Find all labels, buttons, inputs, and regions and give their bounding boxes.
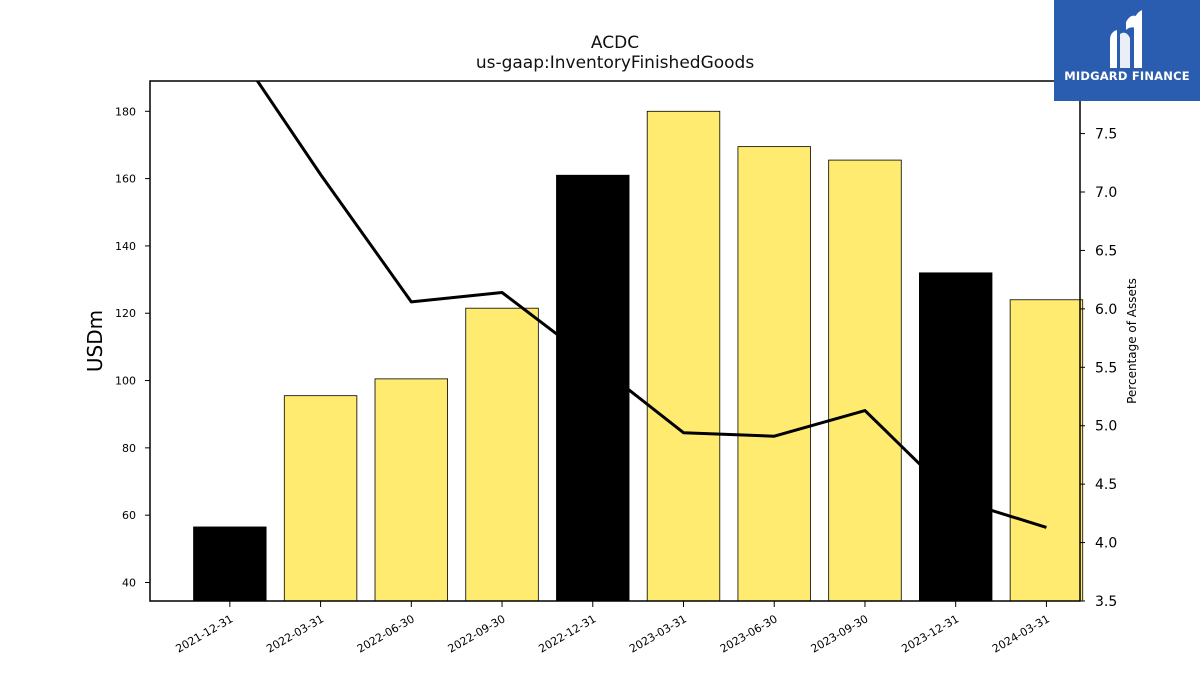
x-tick-label: 2023-06-30 (718, 612, 780, 655)
y-tick-label: 180 (115, 105, 136, 118)
y2-tick-label: 7.0 (1095, 185, 1117, 201)
x-tick-label: 2023-12-31 (899, 612, 961, 655)
bar (646, 110, 721, 602)
line-group (255, 81, 1047, 529)
plot-frame (149, 80, 1081, 602)
bar (828, 159, 902, 602)
y2-tick-label: 6.5 (1095, 243, 1117, 259)
logo-mark-icon (1110, 10, 1142, 68)
y2-tick-label: 3.5 (1095, 594, 1117, 610)
y2-axis-label: Percentage of Assets (1125, 278, 1139, 404)
y-tick-label: 100 (115, 375, 136, 388)
series-line (255, 81, 1047, 529)
y-tick-label: 120 (115, 307, 136, 320)
chart-subtitle: us-gaap:InventoryFinishedGoods (475, 53, 755, 73)
bar (556, 174, 630, 602)
y2-tick-label: 4.5 (1095, 477, 1117, 493)
bars-group (193, 110, 1084, 602)
bar (374, 378, 449, 602)
x-axis-ticks: 2021-12-31 2022-03-31 2022-06-30 2022-09-30… (173, 601, 1052, 656)
y-tick-label: 80 (122, 442, 136, 455)
bar (465, 307, 539, 602)
bar (1009, 299, 1084, 602)
chart-title: ACDC (590, 33, 640, 53)
bar (193, 526, 267, 602)
y-axis-label: USDm (83, 310, 107, 372)
y-tick-label: 40 (122, 576, 136, 589)
y2-tick-label: 5.5 (1095, 360, 1117, 376)
x-tick-label: 2021-12-31 (173, 612, 235, 655)
logo-text: MIDGARD FINANCE (1064, 69, 1190, 83)
x-tick-label: 2023-03-31 (627, 612, 689, 655)
y2-tick-label: 4.0 (1095, 536, 1117, 552)
y-axis-ticks: 40 60 80 100 120 140 160 180 (115, 105, 150, 589)
x-tick-label: 2022-03-31 (264, 612, 326, 655)
y2-tick-label: 7.5 (1095, 127, 1117, 143)
y-tick-label: 60 (122, 509, 136, 522)
bar (737, 146, 811, 602)
y-tick-label: 160 (115, 173, 136, 186)
x-tick-label: 2022-06-30 (355, 612, 417, 655)
x-tick-label: 2022-12-31 (536, 612, 598, 655)
x-tick-label: 2022-09-30 (446, 612, 508, 655)
x-tick-label: 2023-09-30 (809, 612, 871, 655)
y2-tick-label: 6.0 (1095, 302, 1117, 318)
y2-axis-ticks: 3.5 4.0 4.5 5.0 5.5 6.0 6.5 7.0 7.5 (1080, 127, 1117, 610)
brand-logo: MIDGARD FINANCE (1054, 0, 1200, 101)
x-tick-label: 2024-03-31 (990, 612, 1052, 655)
y2-tick-label: 5.0 (1095, 419, 1117, 435)
bar (919, 272, 993, 602)
y-tick-label: 140 (115, 240, 136, 253)
bar (283, 395, 358, 602)
